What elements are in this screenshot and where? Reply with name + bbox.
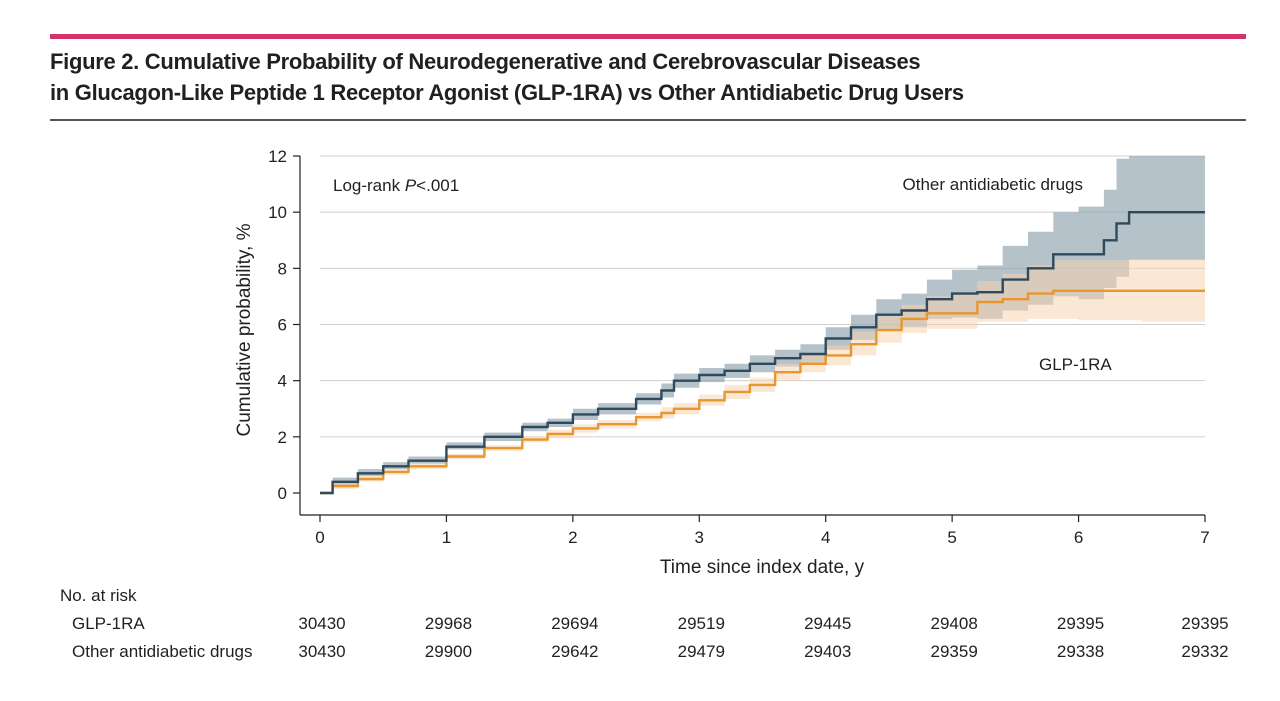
ci-band-1 <box>320 259 1205 493</box>
y-tick-label-8: 8 <box>278 259 287 278</box>
y-tick-label-10: 10 <box>268 203 287 222</box>
figure-title: Figure 2. Cumulative Probability of Neur… <box>50 46 1246 108</box>
y-tick-label-0: 0 <box>278 484 287 503</box>
x-tick-label-5: 5 <box>947 528 956 547</box>
series-label-other: Other antidiabetic drugs <box>903 175 1084 194</box>
x-tick-label-3: 3 <box>695 528 704 547</box>
x-tick-label-7: 7 <box>1200 528 1209 547</box>
y-tick-label-4: 4 <box>278 372 287 391</box>
top-accent-rule <box>50 34 1246 39</box>
x-tick-label-0: 0 <box>315 528 324 547</box>
y-tick-label-12: 12 <box>268 147 287 166</box>
x-tick-label-4: 4 <box>821 528 830 547</box>
ci-band-0 <box>320 156 1205 493</box>
series-line-other <box>320 211 1205 495</box>
logrank-annotation: Log-rank P<.001 <box>333 176 459 195</box>
y-tick-label-2: 2 <box>278 428 287 447</box>
title-divider <box>50 119 1246 121</box>
x-axis-label: Time since index date, y <box>660 557 865 578</box>
y-tick-label-6: 6 <box>278 316 287 335</box>
series-label-glp1ra: GLP-1RA <box>1039 355 1112 374</box>
x-tick-label-2: 2 <box>568 528 577 547</box>
x-tick-label-1: 1 <box>442 528 451 547</box>
figure-title-line-2: in Glucagon-Like Peptide 1 Receptor Agon… <box>50 80 964 105</box>
y-axis-label: Cumulative probability, % <box>234 223 255 436</box>
figure-title-line-1: Figure 2. Cumulative Probability of Neur… <box>50 49 921 74</box>
x-tick-label-6: 6 <box>1074 528 1083 547</box>
